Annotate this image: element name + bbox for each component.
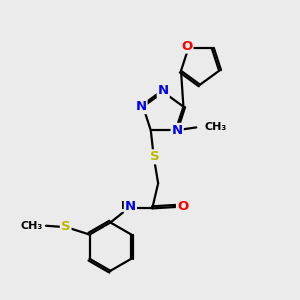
Text: CH₃: CH₃	[205, 122, 227, 132]
Text: N: N	[158, 84, 169, 97]
Text: S: S	[61, 220, 70, 233]
Text: S: S	[149, 150, 159, 163]
Text: H: H	[122, 201, 130, 211]
Text: O: O	[181, 40, 192, 52]
Text: N: N	[172, 124, 183, 137]
Text: N: N	[125, 200, 136, 213]
Text: CH₃: CH₃	[20, 221, 42, 231]
Text: N: N	[136, 100, 147, 113]
Text: O: O	[177, 200, 188, 213]
